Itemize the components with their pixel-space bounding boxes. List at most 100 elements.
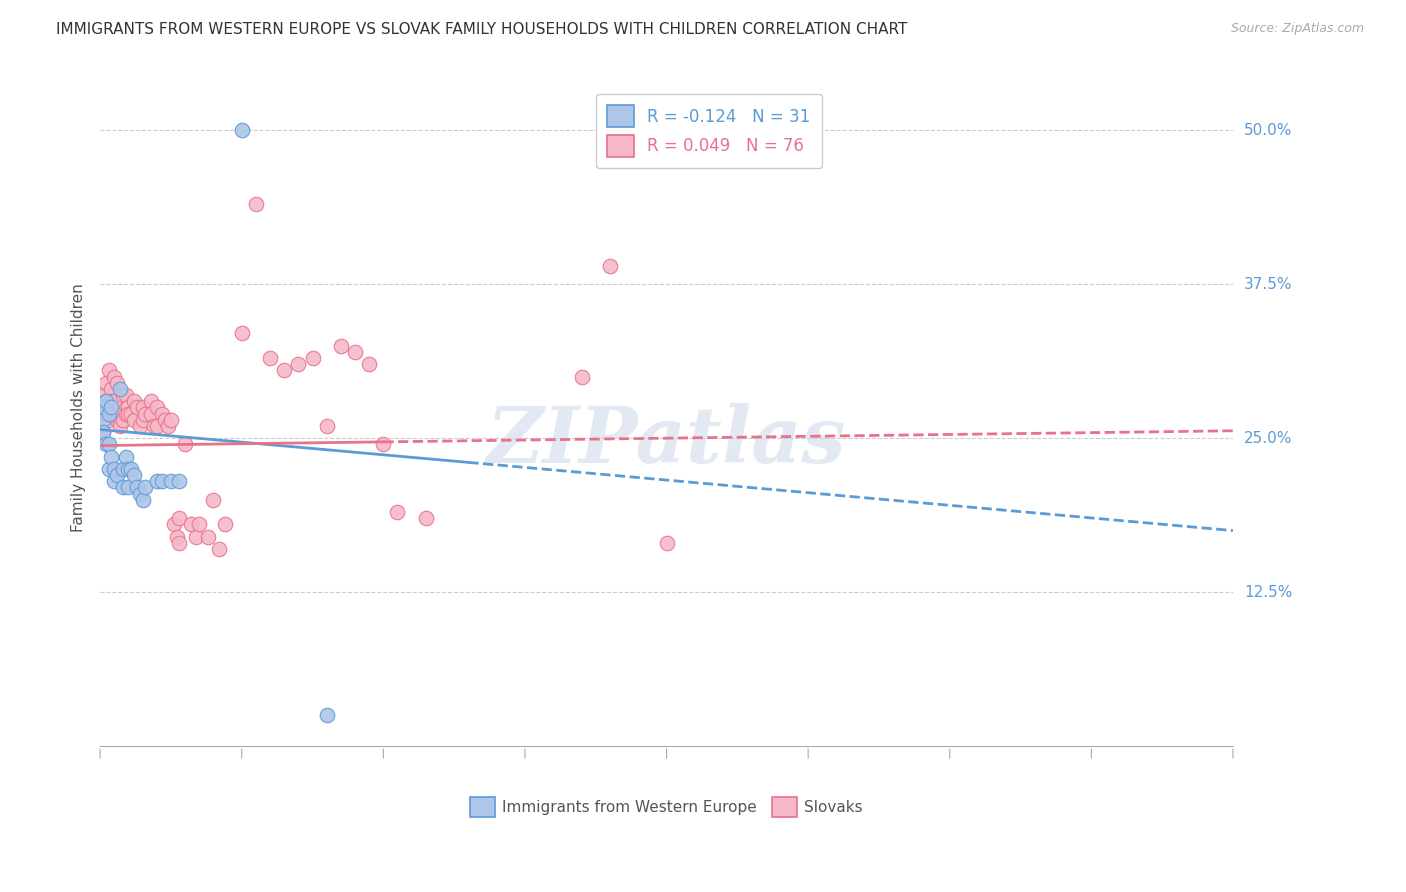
Point [146, 401, 169, 415]
Point [91, 401, 114, 415]
Point [202, 492, 225, 507]
Point [571, 369, 593, 384]
Point [103, 394, 125, 409]
Point [146, 418, 169, 433]
Point [655, 536, 678, 550]
Point [111, 388, 134, 402]
Point [160, 475, 183, 489]
Point [214, 517, 236, 532]
Point [344, 345, 367, 359]
Point [139, 394, 162, 409]
Point [117, 401, 139, 415]
Point [97, 413, 120, 427]
Point [142, 418, 165, 433]
Point [188, 517, 211, 532]
Point [186, 530, 208, 544]
Point [111, 480, 134, 494]
Point [111, 413, 134, 427]
Y-axis label: Family Households with Children: Family Households with Children [72, 283, 86, 532]
Point [91, 425, 114, 439]
Point [120, 407, 142, 421]
Point [122, 413, 145, 427]
Point [94, 394, 117, 409]
Point [134, 407, 156, 421]
Point [359, 357, 381, 371]
Point [97, 462, 120, 476]
Point [128, 418, 150, 433]
Point [108, 382, 131, 396]
Point [117, 462, 139, 476]
Text: ZIPatlas: ZIPatlas [486, 403, 846, 480]
Point [100, 394, 122, 409]
Point [100, 401, 122, 415]
Text: 25.0%: 25.0% [1244, 431, 1292, 446]
Text: 37.5%: 37.5% [1244, 277, 1292, 292]
Point [94, 376, 117, 390]
Point [208, 542, 231, 557]
Point [315, 418, 337, 433]
Point [125, 480, 148, 494]
Point [152, 407, 174, 421]
Point [94, 394, 117, 409]
Point [103, 369, 125, 384]
Point [122, 394, 145, 409]
Point [97, 401, 120, 415]
Point [103, 475, 125, 489]
Text: 50.0%: 50.0% [1244, 122, 1292, 137]
Point [146, 475, 169, 489]
Point [160, 413, 183, 427]
Point [134, 480, 156, 494]
Point [373, 437, 395, 451]
Point [157, 418, 180, 433]
Point [180, 517, 202, 532]
Point [114, 407, 136, 421]
Point [131, 413, 153, 427]
Text: 12.5%: 12.5% [1244, 584, 1292, 599]
Point [169, 536, 191, 550]
Point [97, 437, 120, 451]
Point [599, 259, 621, 273]
Text: Source: ZipAtlas.com: Source: ZipAtlas.com [1230, 22, 1364, 36]
Point [125, 401, 148, 415]
Point [114, 450, 136, 464]
Point [94, 407, 117, 421]
Point [105, 376, 128, 390]
Point [97, 407, 120, 421]
Point [128, 486, 150, 500]
Point [139, 407, 162, 421]
Point [131, 492, 153, 507]
Point [329, 339, 352, 353]
Point [169, 475, 191, 489]
Point [259, 351, 281, 365]
Point [108, 418, 131, 433]
Point [111, 407, 134, 421]
Point [166, 530, 188, 544]
Point [273, 363, 295, 377]
Point [117, 407, 139, 421]
Point [111, 462, 134, 476]
Point [120, 462, 142, 476]
Point [94, 437, 117, 451]
Point [163, 517, 186, 532]
Point [91, 388, 114, 402]
Legend: Immigrants from Western Europe, Slovaks: Immigrants from Western Europe, Slovaks [464, 791, 869, 823]
Point [174, 437, 197, 451]
Point [100, 382, 122, 396]
Point [155, 413, 177, 427]
Point [108, 413, 131, 427]
Point [91, 401, 114, 415]
Point [231, 326, 253, 341]
Point [105, 413, 128, 427]
Point [301, 351, 323, 365]
Text: IMMIGRANTS FROM WESTERN EUROPE VS SLOVAK FAMILY HOUSEHOLDS WITH CHILDREN CORRELA: IMMIGRANTS FROM WESTERN EUROPE VS SLOVAK… [56, 22, 908, 37]
Point [315, 708, 337, 723]
Point [231, 123, 253, 137]
Point [169, 511, 191, 525]
Point [91, 413, 114, 427]
Point [114, 388, 136, 402]
Point [152, 475, 174, 489]
Point [387, 505, 409, 519]
Point [91, 407, 114, 421]
Point [117, 480, 139, 494]
Point [245, 197, 267, 211]
